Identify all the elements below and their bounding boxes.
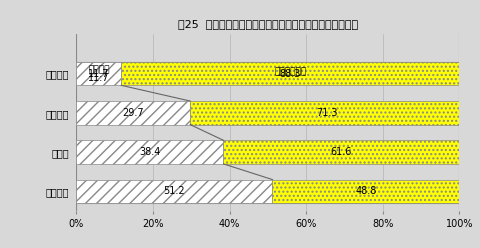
Text: 71.3: 71.3 [316,108,337,118]
Text: 11.7: 11.7 [88,73,109,83]
Bar [76,62,121,85]
Text: 51.2: 51.2 [164,186,185,196]
Text: 大店舗内以外: 大店舗内以外 [274,67,306,76]
Text: 29.7: 29.7 [122,108,144,118]
Bar [273,180,459,203]
Text: 88.3: 88.3 [280,68,301,79]
Text: 38.4: 38.4 [139,147,161,157]
Text: 11.7: 11.7 [88,68,109,79]
Bar [121,62,459,85]
Title: 図25  大規模小売店舗内事業所が小売業全体に占める割合: 図25 大規模小売店舗内事業所が小売業全体に占める割合 [178,19,358,29]
Text: 48.8: 48.8 [355,186,377,196]
Bar [76,140,224,164]
Text: 61.6: 61.6 [331,147,352,157]
Text: 大店舗内: 大店舗内 [88,65,109,74]
Bar [76,101,190,124]
Bar [76,180,273,203]
Bar [224,140,459,164]
Bar [190,101,463,124]
